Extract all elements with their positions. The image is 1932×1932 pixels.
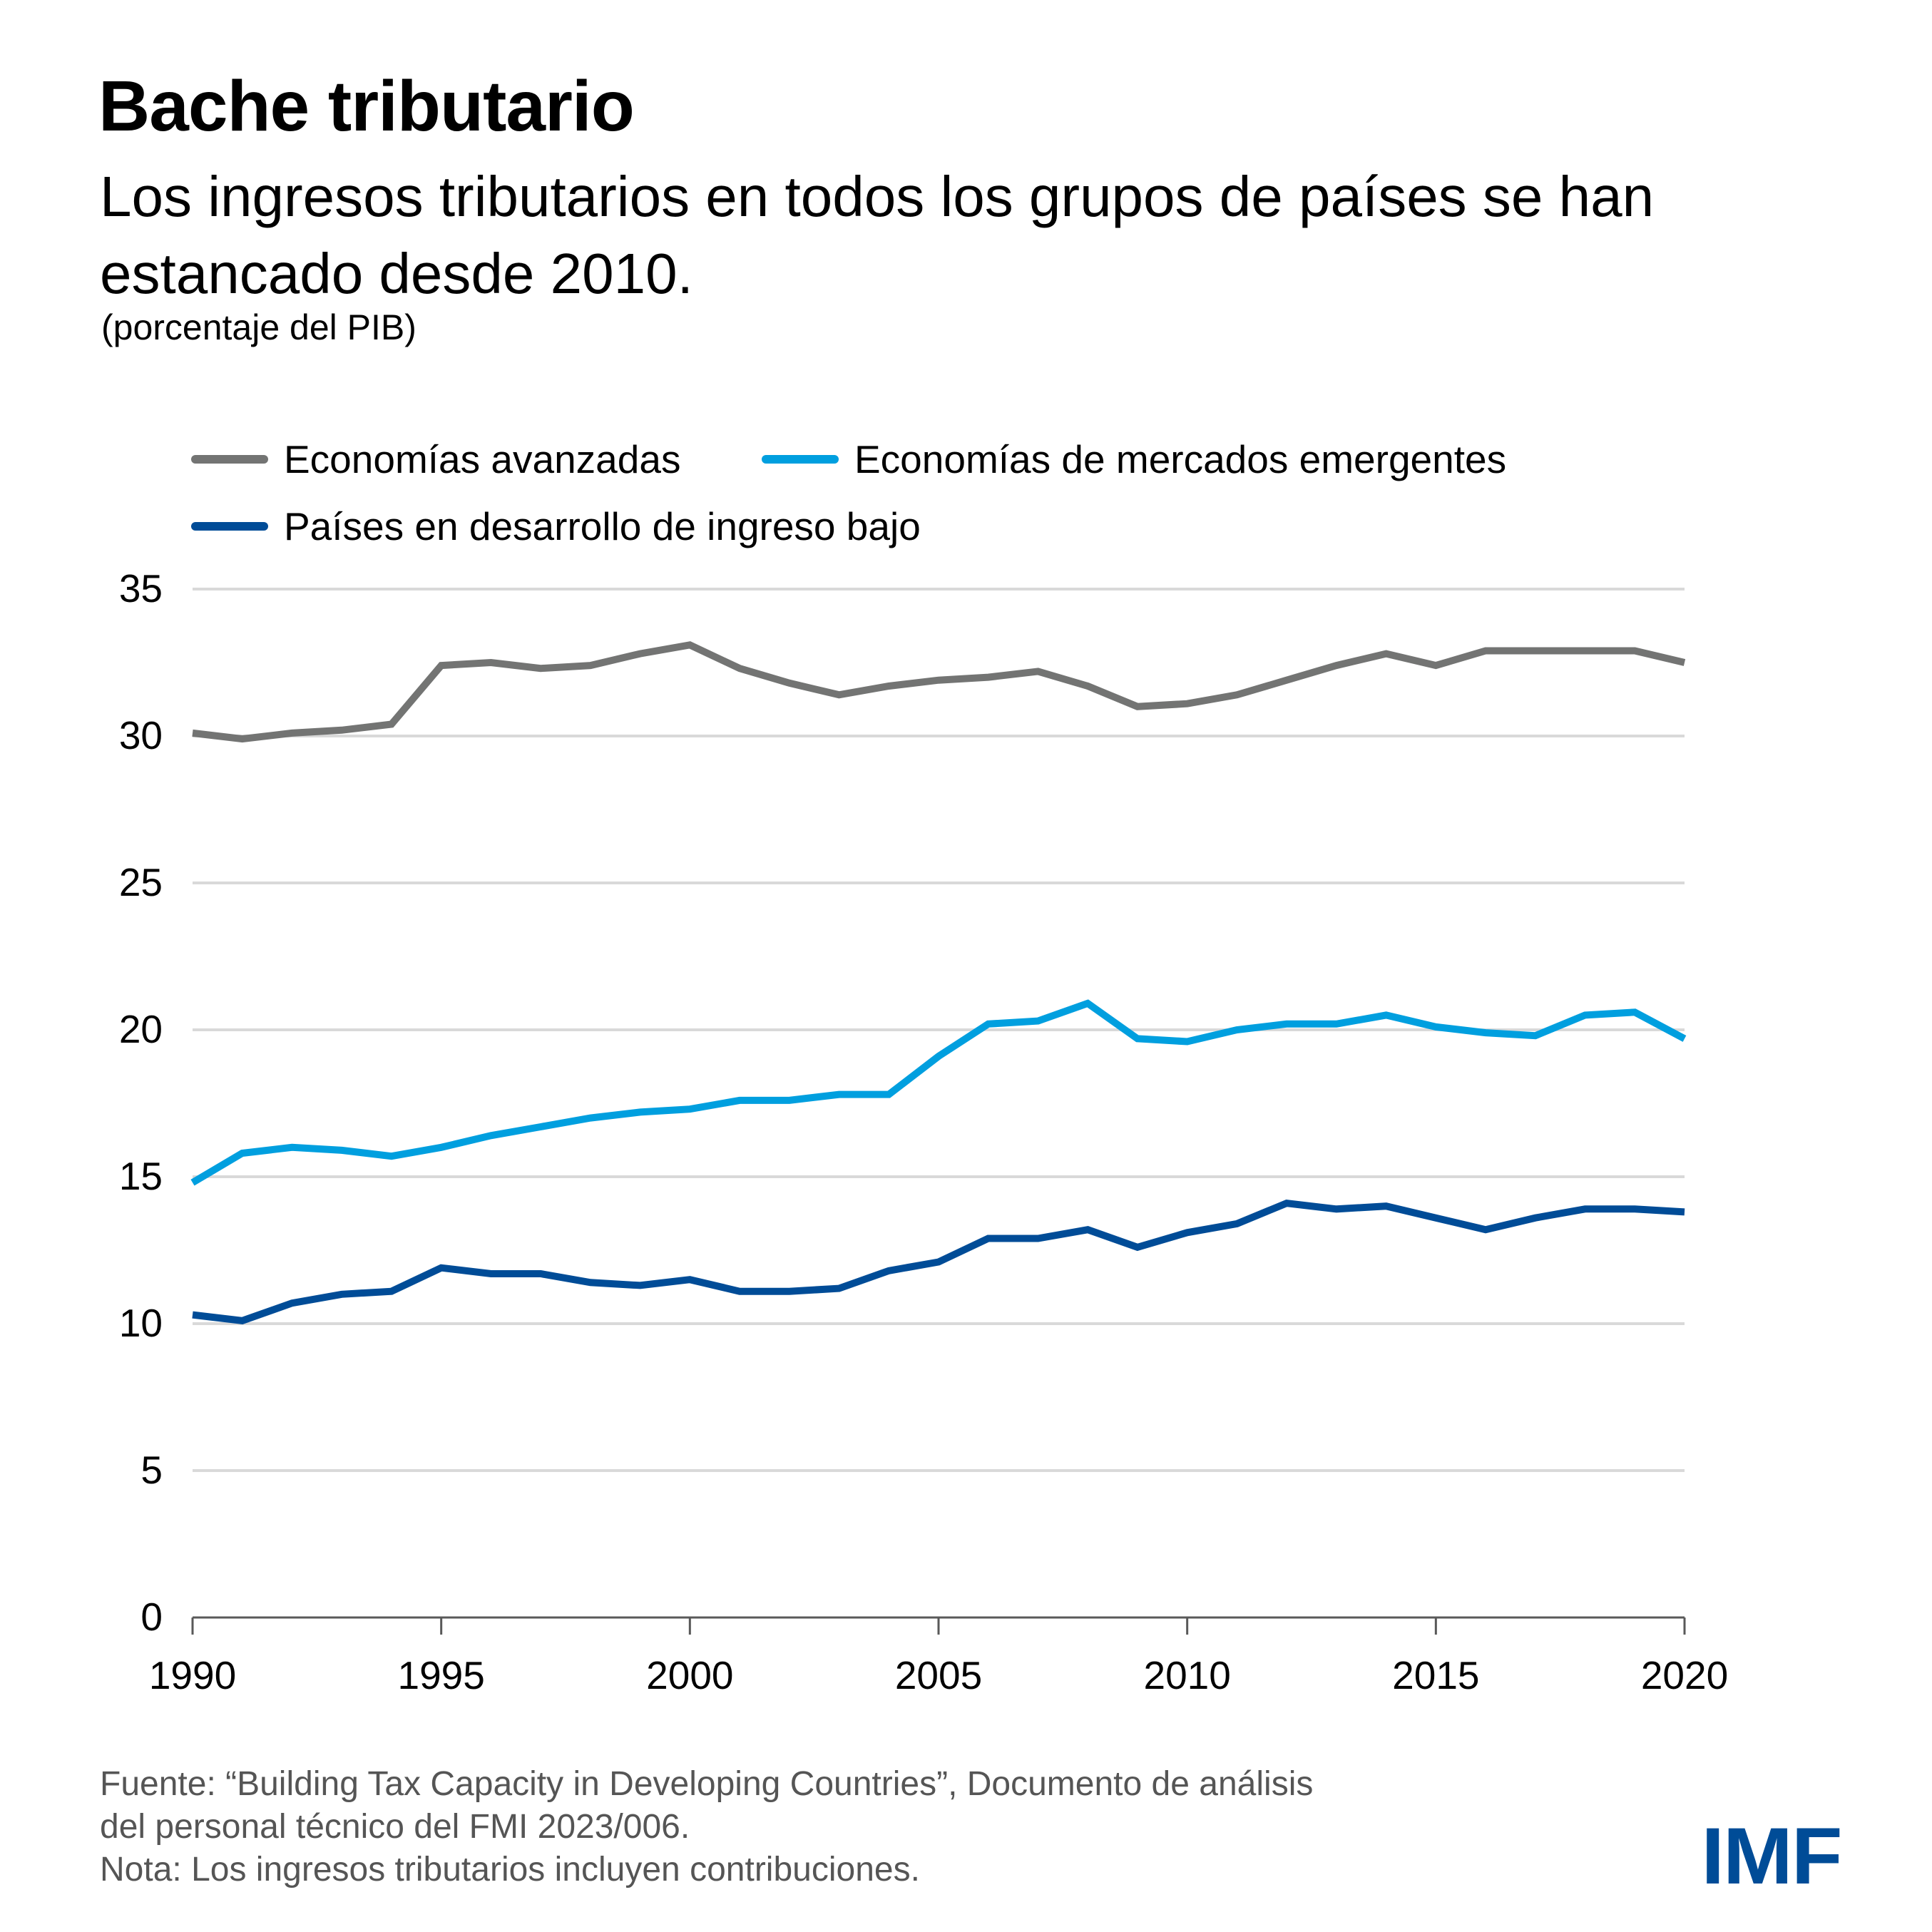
footer-notes: Fuente: “Building Tax Capacity in Develo…	[100, 1763, 1313, 1891]
series-line-low-income	[192, 1199, 1685, 1325]
y-tick-label: 30	[119, 713, 163, 757]
legend-label-low-income: Países en desarrollo de ingreso bajo	[284, 504, 921, 548]
legend-swatch-advanced	[191, 455, 268, 464]
gridlines	[193, 588, 1685, 1472]
x-tick-label: 2005	[895, 1653, 982, 1697]
legend-label-advanced: Economías avanzadas	[284, 437, 681, 481]
chart-title: Bache tributario	[98, 66, 635, 146]
legend-item-emerging: Economías de mercados emergentes	[762, 436, 1506, 482]
source-line-1: Fuente: “Building Tax Capacity in Develo…	[100, 1765, 1314, 1803]
legend-item-low-income: Países en desarrollo de ingreso bajo	[191, 504, 921, 549]
y-tick-label: 10	[119, 1301, 163, 1345]
source-line-2: del personal técnico del FMI 2023/006.	[100, 1808, 690, 1846]
x-axis: 1990 1995 2000 2005 2010 2015 2020	[149, 1616, 1728, 1697]
y-tick-label: 15	[119, 1154, 163, 1198]
legend-item-advanced: Economías avanzadas	[191, 436, 680, 482]
chart-subtitle: Los ingresos tributarios en todos los gr…	[100, 165, 1655, 305]
x-tick-label: 2010	[1143, 1653, 1230, 1697]
y-tick-label: 5	[140, 1448, 163, 1492]
y-tick-label: 35	[119, 566, 163, 610]
x-tick-label: 2000	[646, 1653, 733, 1697]
imf-logo: IMF	[1701, 1811, 1842, 1901]
unit-label: (porcentaje del PIB)	[101, 307, 416, 347]
series-line-advanced	[192, 641, 1686, 743]
y-tick-label: 25	[119, 860, 163, 904]
legend-swatch-low-income	[191, 522, 268, 531]
x-tick-label: 2020	[1641, 1653, 1728, 1697]
series-lines	[190, 641, 1687, 1325]
x-tick-label: 2015	[1392, 1653, 1479, 1697]
x-tick-label: 1990	[149, 1653, 236, 1697]
x-tick-label: 1995	[397, 1653, 484, 1697]
y-tick-label: 0	[140, 1595, 163, 1639]
legend-label-emerging: Economías de mercados emergentes	[854, 437, 1507, 481]
y-axis: 0 5 10 15 20 25 30 35	[119, 566, 163, 1639]
y-tick-label: 20	[119, 1007, 163, 1051]
series-line-emerging	[190, 999, 1687, 1186]
note-line: Nota: Los ingresos tributarios incluyen …	[100, 1851, 920, 1888]
legend-swatch-emerging	[762, 455, 839, 464]
